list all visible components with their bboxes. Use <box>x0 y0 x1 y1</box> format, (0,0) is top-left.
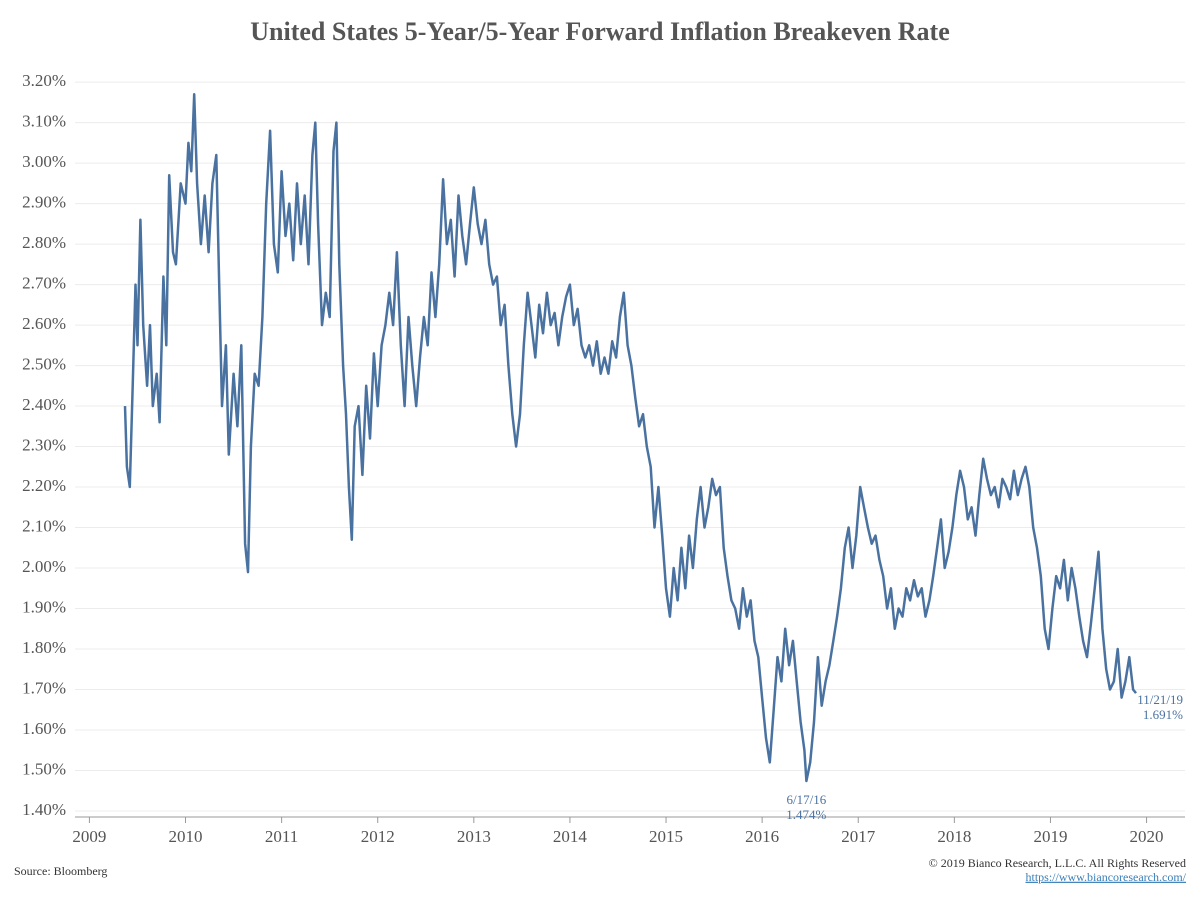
y-tick-label: 2.30% <box>22 435 66 454</box>
y-tick-label: 2.00% <box>22 557 66 576</box>
x-tick-label: 2014 <box>553 827 588 846</box>
x-tick-label: 2009 <box>72 827 106 846</box>
x-tick-label: 2010 <box>169 827 203 846</box>
y-tick-label: 2.40% <box>22 395 66 414</box>
y-tick-label: 2.10% <box>22 516 66 535</box>
y-tick-label: 2.80% <box>22 233 66 252</box>
x-tick-label: 2012 <box>361 827 395 846</box>
x-tick-label: 2017 <box>841 827 876 846</box>
y-tick-label: 2.70% <box>22 273 66 292</box>
y-tick-label: 3.00% <box>22 152 66 171</box>
x-tick-label: 2016 <box>745 827 779 846</box>
source: Source: Bloomberg <box>14 864 107 878</box>
y-tick-label: 2.50% <box>22 354 66 373</box>
annotation-date: 11/21/19 <box>1137 692 1183 707</box>
annotation-label: 1.691% <box>1143 707 1183 722</box>
y-tick-label: 1.40% <box>22 800 66 819</box>
chart-title: United States 5-Year/5-Year Forward Infl… <box>250 17 950 46</box>
x-tick-label: 2019 <box>1033 827 1067 846</box>
series-line <box>123 93 1137 783</box>
y-tick-label: 2.60% <box>22 314 66 333</box>
link[interactable]: https://www.biancoresearch.com/ <box>1025 870 1186 884</box>
y-tick-label: 2.20% <box>22 476 66 495</box>
y-tick-label: 3.20% <box>22 71 66 90</box>
x-tick-label: 2013 <box>457 827 491 846</box>
annotation-label: 1.474% <box>786 807 826 822</box>
y-tick-label: 1.80% <box>22 638 66 657</box>
y-tick-label: 1.50% <box>22 759 66 778</box>
copyright: © 2019 Bianco Research, L.L.C. All Right… <box>929 856 1186 870</box>
annotation-date: 6/17/16 <box>786 792 826 807</box>
x-tick-label: 2018 <box>937 827 971 846</box>
y-tick-label: 1.70% <box>22 678 66 697</box>
y-tick-label: 1.60% <box>22 719 66 738</box>
y-tick-label: 3.10% <box>22 112 66 131</box>
y-tick-label: 2.90% <box>22 193 66 212</box>
y-tick-label: 1.90% <box>22 597 66 616</box>
x-tick-label: 2015 <box>649 827 683 846</box>
x-tick-label: 2020 <box>1130 827 1164 846</box>
x-tick-label: 2011 <box>265 827 298 846</box>
